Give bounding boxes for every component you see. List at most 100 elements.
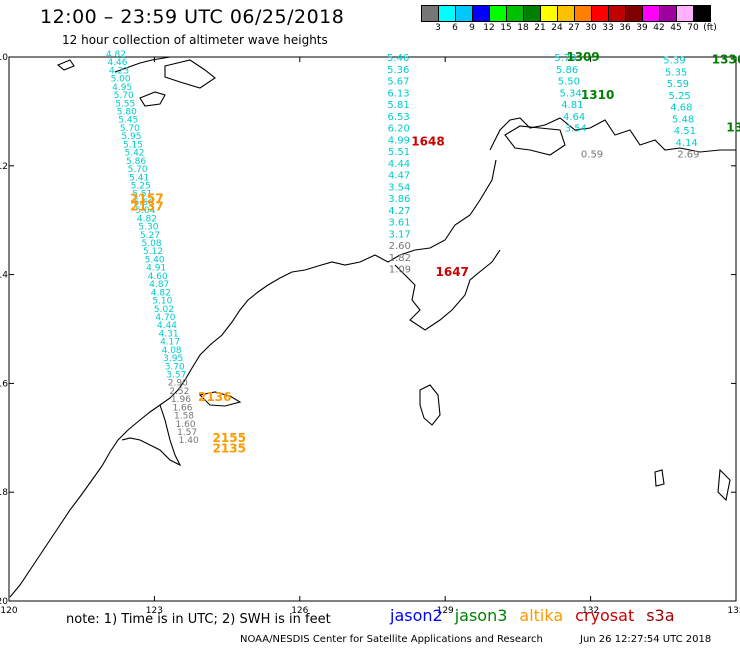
swh-value: 5.67 [387,77,409,88]
legend-swatch [524,6,541,21]
swh-value: 4.68 [670,103,692,114]
swh-columns: 5.465.365.676.135.816.536.204.995.514.44… [387,53,699,276]
legend-label: 9 [469,23,475,33]
chart-title: 12:00 – 23:59 UTC 06/25/2018 [40,6,345,28]
dense-track-value: 2.52 [169,387,189,397]
legend-label: 33 [602,23,614,33]
satellite-legend-jason2: jason2 [390,606,443,625]
legend-swatch [694,6,710,21]
footer-note: note: 1) Time is in UTC; 2) SWH is in fe… [66,612,331,627]
x-tick-label: 135 [727,606,740,616]
swh-value: 6.13 [387,88,409,99]
dense-track-value: 3.95 [163,354,183,364]
island-small-2 [56,59,75,71]
track-id: 2157 [130,191,163,205]
swh-value: 6.53 [388,112,410,123]
legend-swatch [541,6,558,21]
x-tick-label: 132 [582,606,599,616]
swh-value: 3.61 [388,218,410,229]
y-tick-label: -14 [0,271,8,281]
dense-track-value: 4.82 [137,214,157,224]
swh-value: 2.60 [389,241,411,252]
legend-swatch [626,6,643,21]
legend-swatch [660,6,677,21]
swh-value: 5.48 [672,114,694,125]
coast-kimberley [9,159,497,598]
swh-value: 2.69 [677,150,699,161]
legend-label: 21 [534,23,546,33]
swh-value: 5.39 [663,56,685,67]
x-tick-label: 123 [146,606,163,616]
legend-label: 39 [636,23,648,33]
dense-track-value: 5.86 [126,157,146,167]
dense-track-value: 1.96 [171,395,191,405]
track-id: 1310 [581,88,614,102]
legend-label: 18 [517,23,529,33]
legend-swatch [422,6,439,21]
legend-label: 70 [687,23,699,33]
swh-value: 4.44 [388,159,410,170]
track-id: 1648 [411,134,444,148]
legend-label: 24 [551,23,563,33]
swh-value: 3.54 [388,182,410,193]
legend-swatch [456,6,473,21]
legend-label: 42 [653,23,665,33]
dense-track-value: 5.25 [131,181,151,191]
swh-value: 4.81 [561,100,583,111]
swh-value: 0.59 [581,149,603,160]
dense-track-value: 4.70 [155,313,175,323]
legend-label: 12 [483,23,495,33]
dense-track-value: 3.57 [166,370,186,380]
island-melville [504,125,566,156]
legend-swatch [490,6,507,21]
track-id: 133 [726,121,740,135]
swh-value: 5.51 [388,147,410,158]
island-bathurst-cluster [419,384,441,426]
legend-swatch [507,6,524,21]
y-tick-label: -18 [0,488,8,498]
island-small-1 [139,91,166,107]
swh-value: 6.20 [388,124,410,135]
y-tick-label: -10 [0,53,8,63]
dense-track-value: 4.31 [159,329,179,339]
dense-track-value: 5.02 [154,305,174,315]
satellite-legend-s3a: s3a [646,606,675,625]
map-frame [8,56,737,602]
legend-swatch [643,6,660,21]
dense-track-value: 1.58 [174,412,194,422]
dense-track-value: 4.08 [162,346,182,356]
dense-track-value: 2.90 [168,379,188,389]
dense-track-value: 4.95 [112,83,132,93]
dense-track-value: 4.82 [106,50,126,60]
dense-track-value: 5.42 [124,149,144,159]
swh-value: 4.14 [676,138,698,149]
track-id: 1309 [566,50,599,64]
dense-track-value: 5.66 [134,198,154,208]
swh-value: 4.27 [388,206,410,217]
dense-track-value: 4.91 [146,264,166,274]
track-id: 2137 [130,200,163,214]
dense-track-value: 5.55 [115,99,135,109]
legend-swatch [575,6,592,21]
dense-track-value: 1.66 [172,403,192,413]
swh-value: 1.82 [389,253,411,264]
y-tick-label: -12 [0,162,8,172]
dense-track-value: 5.10 [152,297,172,307]
dense-track-value: 5.70 [120,124,140,134]
axis-ticks: 120 123 126 129 132 135 -10 -12 -14 -16 -18 -20 [0,53,740,616]
track-id-labels: 1309131013361331648164721572137213621552… [130,50,740,456]
swh-value: 5.81 [387,100,409,111]
dense-track-value: 4.46 [107,58,127,68]
dense-track-value: 1.60 [176,420,196,430]
generation-timestamp: Jun 26 12:27:54 UTC 2018 [580,634,712,645]
y-tick-label: -16 [0,379,8,389]
track-id: 2155 [213,431,246,445]
legend-label: 3 [435,23,441,33]
legend-label: 15 [500,23,512,33]
island-timor [114,56,216,89]
satellite-legend: jason2 jason3 altika cryosat s3a [390,606,687,625]
track-id: 2136 [198,390,231,404]
legend-swatch [473,6,490,21]
dense-track-value: 3.70 [165,362,185,372]
